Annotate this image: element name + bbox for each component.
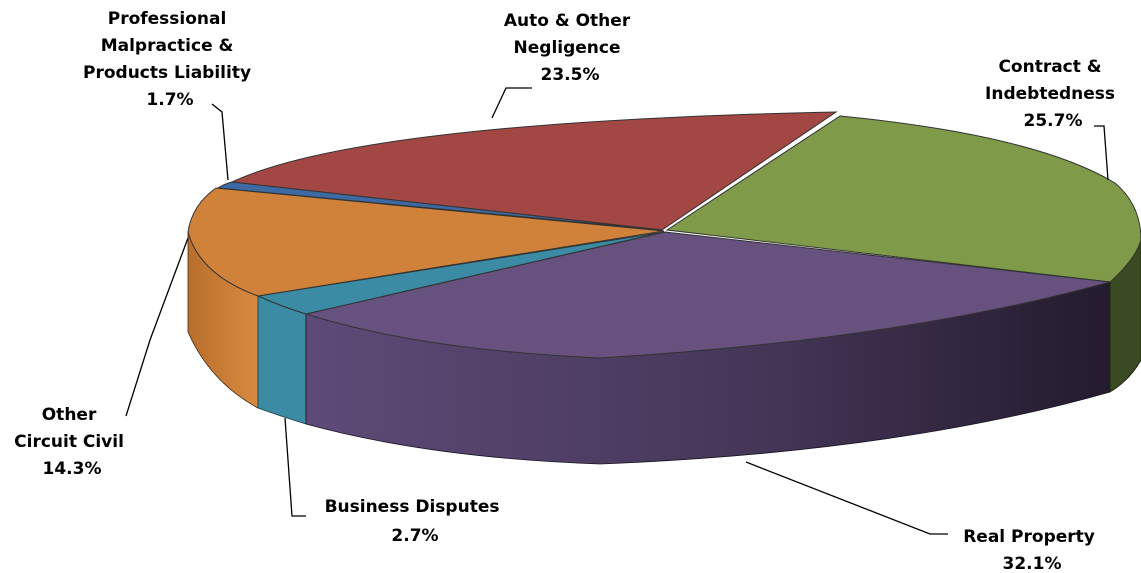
- label-other-circuit-civil: Other Circuit Civil 14.3%: [14, 405, 130, 479]
- label-auto-other-negligence: Auto & Other Negligence 23.5%: [504, 11, 636, 85]
- pie-top-faces: [187, 111, 1141, 359]
- pie-side-walls: [187, 231, 1141, 465]
- leader-professional-malpractice: [211, 103, 229, 181]
- label-business-disputes: Business Disputes 2.7%: [325, 497, 506, 546]
- slice-labels: Auto & Other Negligence 23.5% Profession…: [14, 9, 1121, 573]
- slice-real-property: [304, 231, 1111, 359]
- side-wall-business-disputes: [257, 295, 307, 425]
- slice-contract-indebtedness: [665, 115, 1141, 283]
- leader-contract-indebtedness: [1094, 125, 1109, 181]
- leader-real-property: [745, 461, 948, 535]
- leader-auto-other-negligence: [491, 87, 532, 119]
- slice-other-circuit-civil: [187, 187, 665, 297]
- slice-auto-other-negligence: [230, 111, 838, 231]
- label-leader-lines: [125, 87, 1109, 535]
- leader-business-disputes: [284, 417, 306, 517]
- label-professional-malpractice: Professional Malpractice & Products Liab…: [83, 9, 257, 110]
- label-contract-indebtedness: Contract & Indebtedness 25.7%: [985, 57, 1121, 131]
- leader-other-circuit-civil: [125, 237, 189, 417]
- label-real-property: Real Property 32.1%: [963, 527, 1101, 573]
